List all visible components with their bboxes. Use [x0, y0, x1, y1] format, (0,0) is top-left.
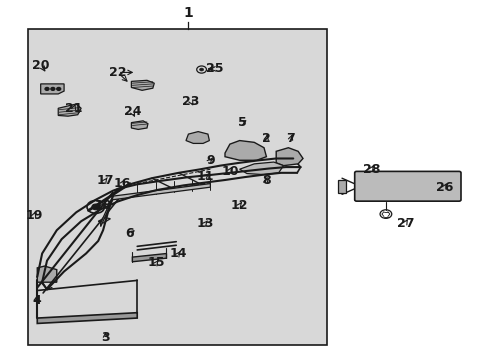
- Text: 27: 27: [396, 216, 413, 230]
- Polygon shape: [276, 148, 303, 166]
- Text: 10: 10: [221, 165, 238, 177]
- Text: 9: 9: [205, 154, 214, 167]
- Circle shape: [57, 87, 61, 90]
- Text: 3: 3: [101, 331, 110, 344]
- Text: 8: 8: [262, 174, 270, 186]
- Polygon shape: [132, 253, 166, 262]
- Text: 6: 6: [125, 227, 134, 240]
- Polygon shape: [58, 104, 81, 116]
- Text: 14: 14: [169, 247, 187, 260]
- Polygon shape: [224, 140, 266, 160]
- Polygon shape: [131, 80, 154, 90]
- Polygon shape: [185, 132, 209, 143]
- Text: 28: 28: [362, 163, 379, 176]
- Circle shape: [92, 204, 100, 210]
- Polygon shape: [37, 266, 57, 282]
- Bar: [27, 30, 327, 345]
- Polygon shape: [41, 84, 64, 94]
- Text: 17: 17: [97, 174, 114, 186]
- Text: 18: 18: [94, 199, 112, 212]
- Text: 11: 11: [196, 170, 214, 183]
- FancyBboxPatch shape: [354, 171, 460, 201]
- Text: 4: 4: [33, 294, 41, 307]
- Text: 24: 24: [123, 105, 141, 118]
- Text: 12: 12: [230, 199, 248, 212]
- Text: 22: 22: [109, 66, 126, 79]
- Circle shape: [45, 87, 49, 90]
- Circle shape: [199, 68, 203, 71]
- Text: 16: 16: [114, 177, 131, 190]
- Polygon shape: [131, 121, 148, 130]
- Text: 23: 23: [182, 95, 199, 108]
- Text: 19: 19: [25, 210, 42, 222]
- Text: 1: 1: [183, 6, 193, 20]
- Text: 20: 20: [32, 59, 50, 72]
- Polygon shape: [98, 218, 110, 223]
- Polygon shape: [37, 313, 137, 323]
- Bar: [337, 180, 345, 193]
- Text: 26: 26: [435, 181, 452, 194]
- Text: 13: 13: [196, 216, 214, 230]
- Polygon shape: [101, 184, 210, 226]
- Text: 21: 21: [65, 102, 82, 115]
- Text: 5: 5: [237, 116, 246, 129]
- Text: 25: 25: [206, 62, 224, 75]
- Text: 2: 2: [262, 132, 270, 145]
- Text: 15: 15: [148, 256, 165, 269]
- Circle shape: [51, 87, 55, 90]
- Text: 7: 7: [286, 132, 295, 145]
- Polygon shape: [239, 162, 283, 175]
